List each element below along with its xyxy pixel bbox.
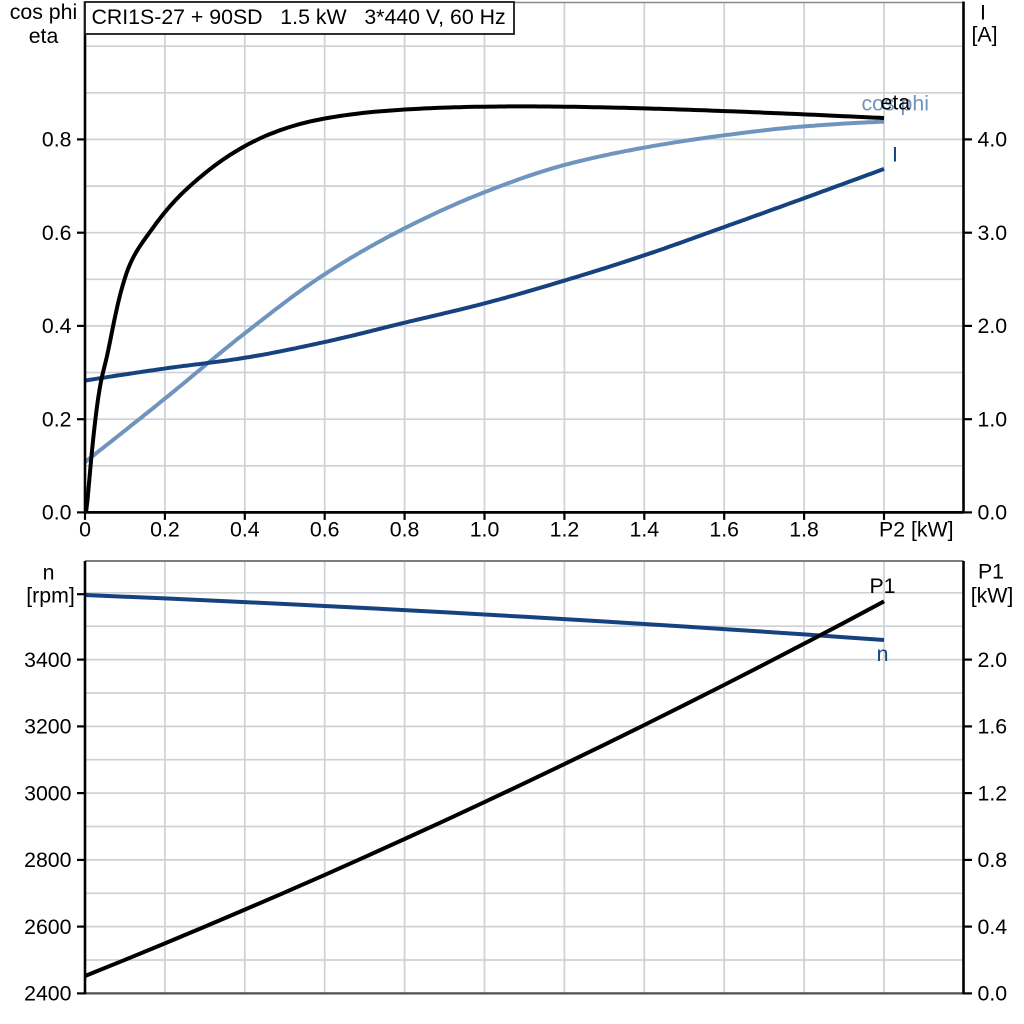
svg-text:0.6: 0.6	[310, 518, 340, 542]
svg-text:0.4: 0.4	[978, 915, 1008, 939]
svg-text:0.2: 0.2	[42, 407, 72, 431]
svg-text:0.0: 0.0	[978, 501, 1008, 525]
svg-text:1.2: 1.2	[550, 518, 580, 542]
svg-text:3000: 3000	[24, 781, 72, 805]
svg-text:0.8: 0.8	[390, 518, 420, 542]
svg-text:0.2: 0.2	[150, 518, 180, 542]
svg-text:0.0: 0.0	[42, 501, 72, 525]
svg-text:P2 [kW]: P2 [kW]	[879, 518, 954, 542]
svg-text:eta: eta	[881, 91, 911, 115]
svg-text:CRI1S-27 + 90SD 1.5 kW 3*4: CRI1S-27 + 90SD 1.5 kW 3*440 V, 60 Hz	[92, 5, 506, 29]
svg-text:1.0: 1.0	[978, 407, 1008, 431]
svg-text:I: I	[980, 1, 986, 25]
svg-text:1.4: 1.4	[629, 518, 659, 542]
svg-text:0: 0	[79, 518, 91, 542]
svg-text:P1: P1	[978, 560, 1004, 584]
svg-text:[A]: [A]	[971, 23, 997, 47]
svg-text:cos phi: cos phi	[862, 92, 929, 116]
svg-text:3.0: 3.0	[978, 221, 1008, 245]
svg-text:0.8: 0.8	[978, 848, 1008, 872]
svg-text:2400: 2400	[24, 982, 72, 1006]
svg-text:2.0: 2.0	[978, 314, 1008, 338]
svg-text:1.6: 1.6	[709, 518, 739, 542]
svg-text:I: I	[892, 143, 898, 167]
svg-text:2.0: 2.0	[978, 648, 1008, 672]
svg-text:3400: 3400	[24, 648, 72, 672]
svg-text:3200: 3200	[24, 715, 72, 739]
svg-text:0.8: 0.8	[42, 128, 72, 152]
svg-text:0.6: 0.6	[42, 221, 72, 245]
svg-text:4.0: 4.0	[978, 128, 1008, 152]
svg-text:[rpm]: [rpm]	[26, 584, 75, 608]
svg-text:1.6: 1.6	[978, 715, 1008, 739]
svg-text:P1: P1	[869, 574, 895, 598]
svg-text:2800: 2800	[24, 848, 72, 872]
svg-text:1.0: 1.0	[470, 518, 500, 542]
svg-text:0.4: 0.4	[230, 518, 260, 542]
svg-text:n: n	[877, 642, 889, 666]
svg-text:0.0: 0.0	[978, 982, 1008, 1006]
svg-text:0.4: 0.4	[42, 314, 72, 338]
svg-text:1.8: 1.8	[789, 518, 819, 542]
svg-text:1.2: 1.2	[978, 781, 1008, 805]
svg-text:n: n	[43, 561, 55, 585]
svg-text:eta: eta	[29, 24, 59, 48]
svg-text:[kW]: [kW]	[971, 584, 1014, 608]
svg-text:2600: 2600	[24, 915, 72, 939]
svg-text:cos phi: cos phi	[10, 0, 77, 24]
